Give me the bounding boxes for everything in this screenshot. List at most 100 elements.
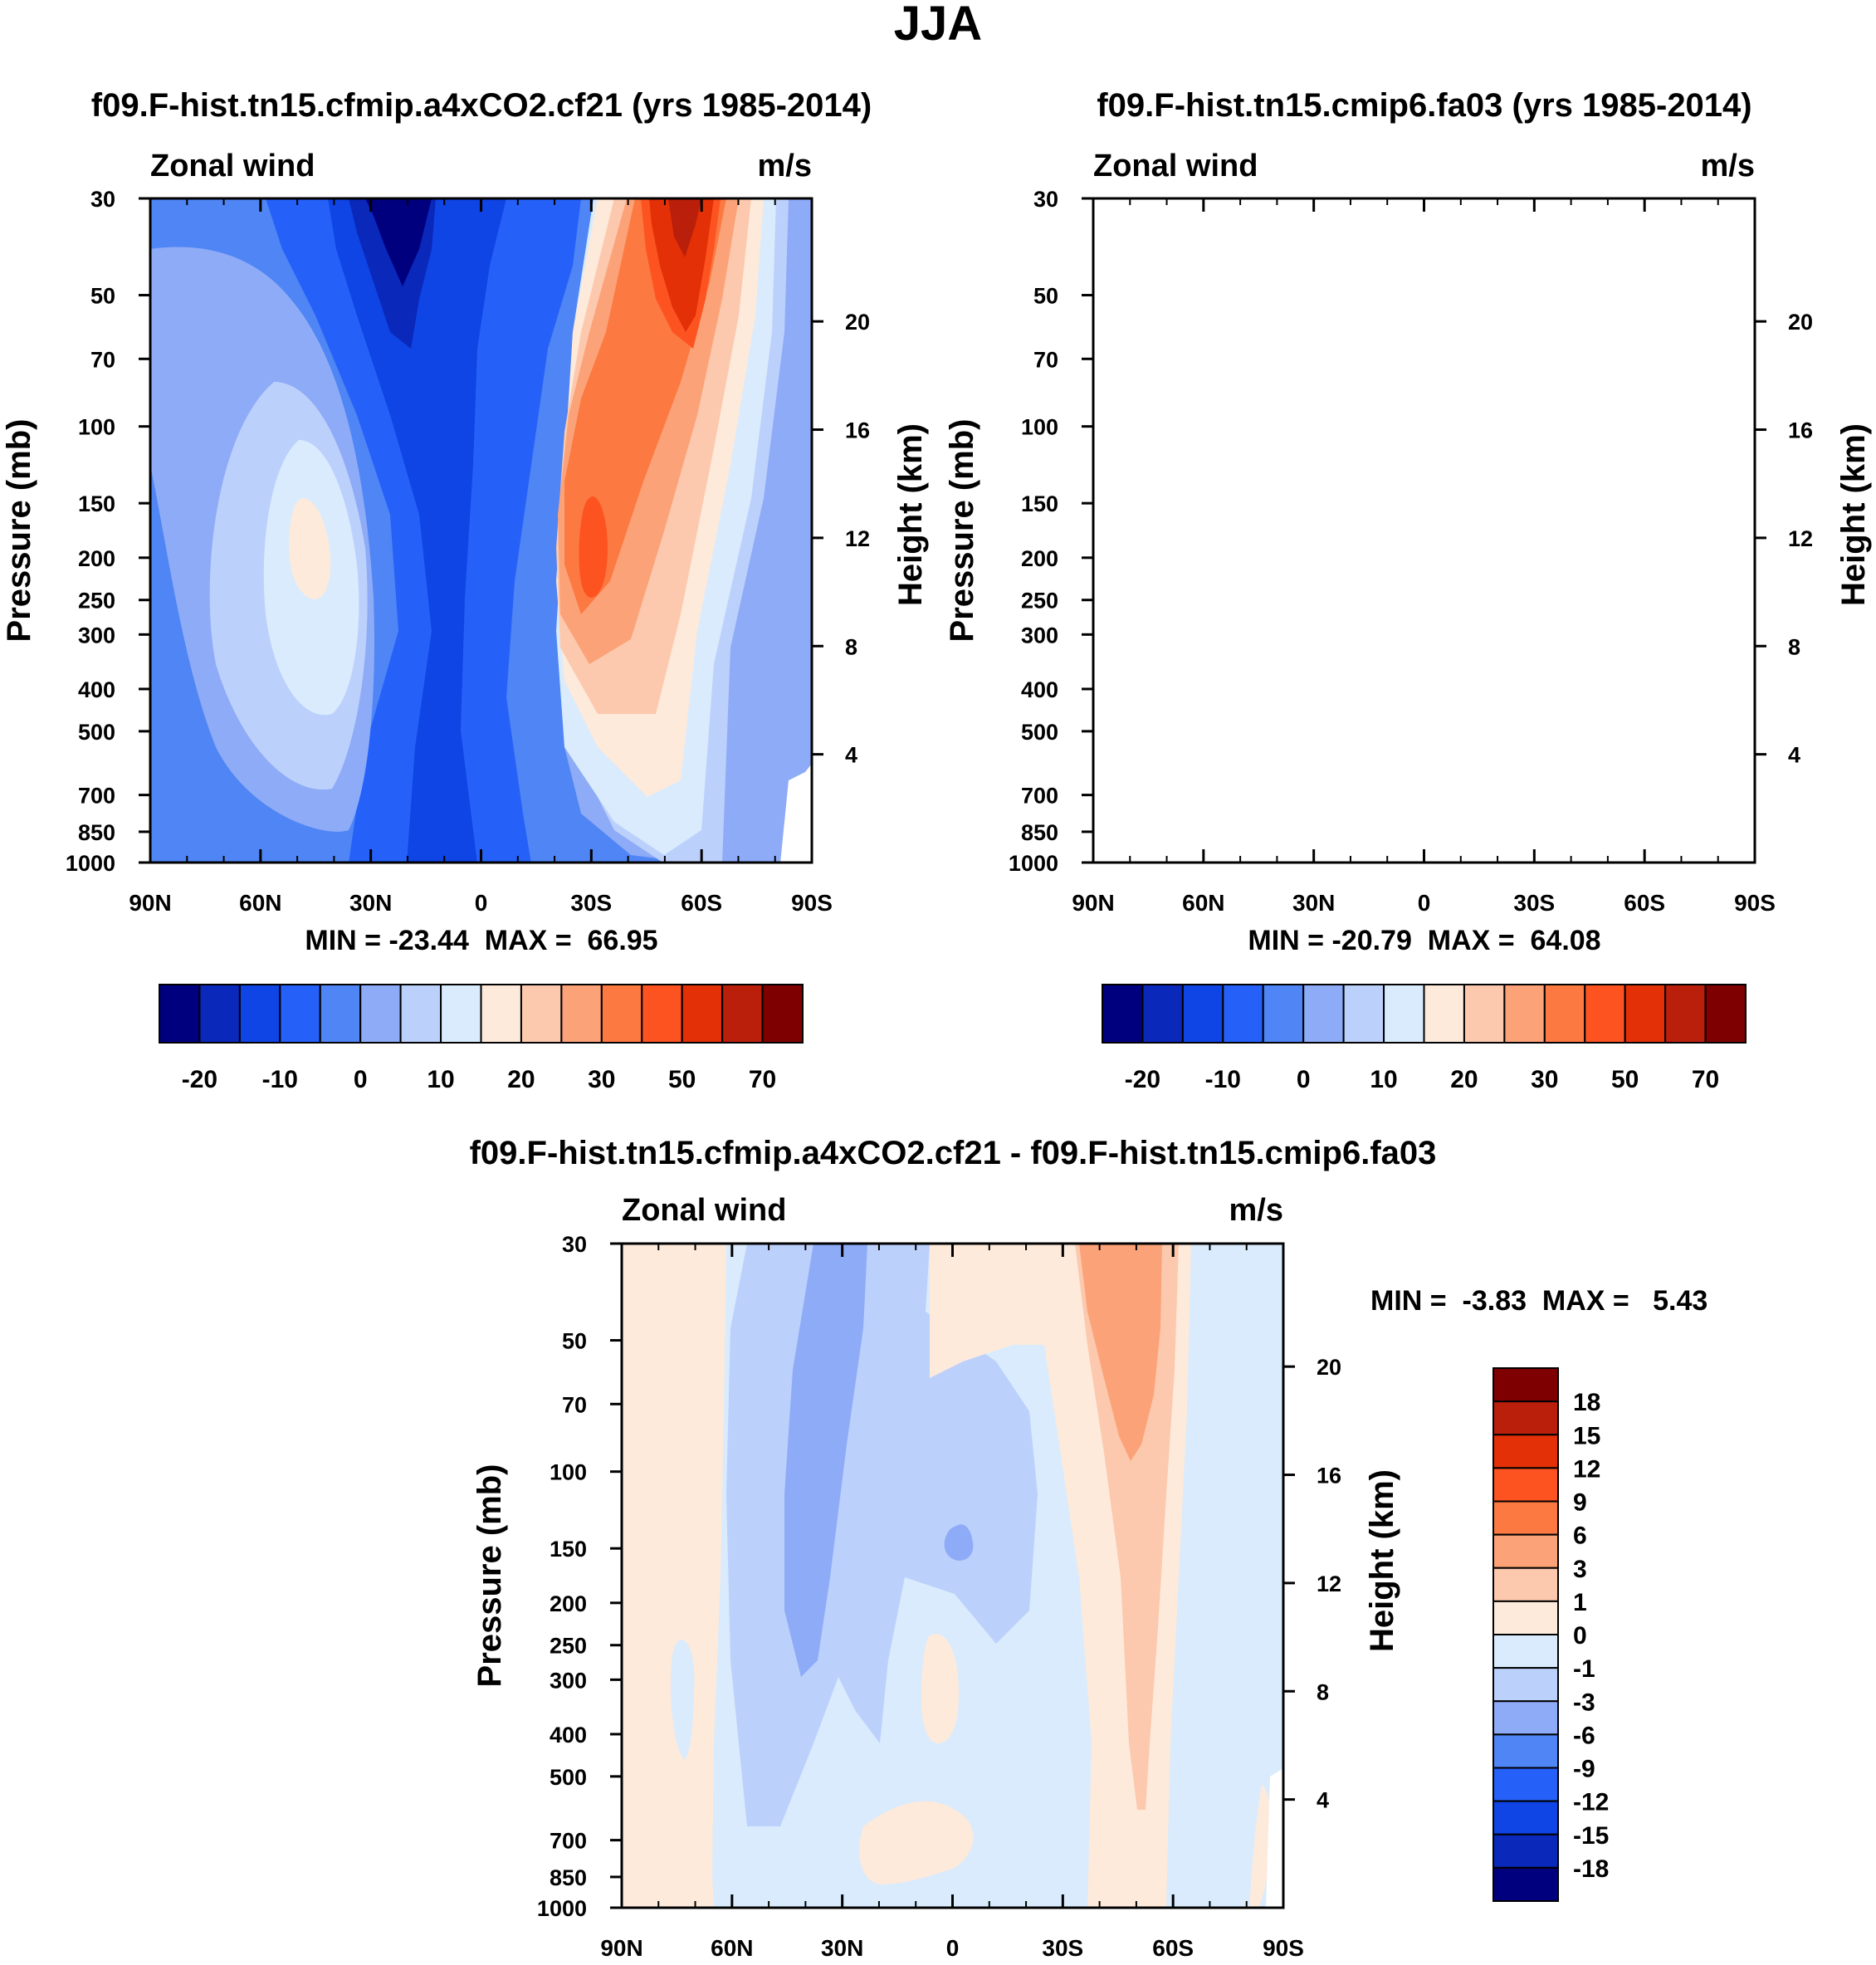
colorbar-label: 9 bbox=[1573, 1489, 1587, 1517]
y-tick-label: 400 bbox=[550, 1723, 587, 1747]
y-tick-label: 500 bbox=[550, 1765, 587, 1790]
y-tick-label: 1000 bbox=[66, 851, 115, 876]
colorbar-swatch bbox=[1342, 984, 1385, 1044]
panel-2-level-40-south bbox=[1501, 198, 1682, 664]
colorbar-swatch bbox=[238, 984, 281, 1044]
panel-1-left-label: Zonal wind bbox=[150, 149, 315, 183]
panel-3-level-neg3-tropics bbox=[944, 1524, 974, 1561]
y-tick-label: 500 bbox=[78, 720, 115, 745]
x-tick-label: 60S bbox=[681, 890, 722, 916]
panel-2-level-max-south bbox=[1614, 198, 1642, 241]
y2-tick-label: 12 bbox=[1788, 526, 1813, 551]
panel-2-axes: 90N 60N 30N 0 30S 60S 90S 30 50 70 100 150 200 250 300… bbox=[1009, 187, 1813, 916]
panel-3-level-pos-tropics bbox=[930, 1244, 1058, 1378]
y2-tick-label: 20 bbox=[845, 310, 870, 335]
colorbar-label: 50 bbox=[1611, 1066, 1639, 1093]
panel-2-contour-field bbox=[1093, 198, 1755, 863]
colorbar-label: 1 bbox=[1573, 1589, 1587, 1616]
panel-2-level-50-south bbox=[1507, 198, 1669, 614]
colorbar-swatch bbox=[1492, 1434, 1559, 1469]
x-tick-label: 30N bbox=[349, 890, 392, 916]
y-tick-label: 850 bbox=[78, 820, 115, 845]
panel-3-stats: MIN = -3.83 MAX = 5.43 bbox=[1370, 1285, 1707, 1317]
panel-1-y2-axis-title: Height (km) bbox=[892, 423, 929, 606]
panel-1-level-max-south bbox=[668, 198, 701, 257]
y-tick-label: 30 bbox=[90, 187, 115, 212]
panel-2-level-30-south bbox=[1499, 198, 1694, 714]
x-tick-label: 60S bbox=[1624, 890, 1665, 916]
panel-2-missing-polar bbox=[1723, 764, 1755, 863]
y2-tick-label: 8 bbox=[845, 634, 857, 659]
colorbar-label: 15 bbox=[1573, 1422, 1600, 1449]
panel-1-stats: MIN = -23.44 MAX = 66.95 bbox=[305, 925, 657, 956]
colorbar-swatch bbox=[1492, 1467, 1559, 1503]
y-tick-label: 100 bbox=[550, 1460, 587, 1485]
x-tick-label: 90S bbox=[1263, 1935, 1304, 1961]
colorbar-label: 10 bbox=[1370, 1066, 1397, 1093]
panel-3-left-label: Zonal wind bbox=[622, 1193, 786, 1228]
y-tick-label: 200 bbox=[550, 1591, 587, 1616]
y-tick-label: 700 bbox=[1021, 784, 1058, 809]
panel-3-units-label: m/s bbox=[1229, 1193, 1283, 1228]
panel-2-level-70-south bbox=[1592, 198, 1657, 314]
y-tick-label: 250 bbox=[78, 589, 115, 613]
panel-2-level-neg15 bbox=[1323, 198, 1362, 222]
colorbar-swatch bbox=[1492, 1500, 1559, 1536]
colorbar-swatch bbox=[1463, 984, 1506, 1044]
panel-2-level-60-south-low bbox=[1522, 505, 1547, 594]
panel-1-level-20-north bbox=[289, 498, 331, 599]
y-tick-label: 50 bbox=[90, 284, 115, 309]
panel-3-contour-field bbox=[622, 1244, 1283, 1908]
panel-2-units-label: m/s bbox=[1701, 149, 1755, 183]
x-tick-label: 30N bbox=[1292, 890, 1335, 916]
colorbar-swatch bbox=[1102, 984, 1144, 1044]
y2-tick-label: 12 bbox=[1317, 1572, 1341, 1596]
x-tick-label: 60N bbox=[711, 1935, 753, 1961]
panel-2-level-5 bbox=[1093, 198, 1755, 863]
panel-2-level-5-north bbox=[1093, 247, 1317, 832]
colorbar-swatch bbox=[440, 984, 482, 1044]
y-tick-label: 200 bbox=[1021, 546, 1058, 571]
y-tick-label: 100 bbox=[1021, 415, 1058, 440]
panel-1-cf21-zonal-wind: f09.F-hist.tn15.cfmip.a4xCO2.cf21 (yrs 1… bbox=[1, 87, 929, 1093]
panel-1-level-neg5 bbox=[328, 198, 506, 863]
panel-3-level-pos-north bbox=[622, 1244, 726, 1908]
colorbar-swatch bbox=[1704, 984, 1747, 1044]
y-tick-label: 70 bbox=[562, 1392, 587, 1417]
colorbar-swatch bbox=[1492, 1567, 1559, 1602]
panel-3-title: f09.F-hist.tn15.cfmip.a4xCO2.cf21 - f09.… bbox=[470, 1135, 1437, 1171]
panel-2-level-0 bbox=[1209, 198, 1524, 863]
y-tick-label: 70 bbox=[1033, 347, 1058, 372]
panel-2-level-25-north bbox=[1238, 538, 1257, 571]
panel-2-stats: MIN = -20.79 MAX = 64.08 bbox=[1248, 925, 1600, 956]
y-tick-label: 1000 bbox=[1009, 851, 1058, 876]
colorbar-swatch bbox=[520, 984, 563, 1044]
colorbar-label: 10 bbox=[427, 1066, 454, 1093]
y-tick-label: 50 bbox=[1033, 284, 1058, 309]
x-tick-label: 60S bbox=[1152, 1935, 1194, 1961]
colorbar-label: 12 bbox=[1573, 1455, 1600, 1483]
colorbar-label: -9 bbox=[1573, 1756, 1595, 1783]
colorbar-swatch bbox=[319, 984, 362, 1044]
panel-1-units-label: m/s bbox=[758, 149, 812, 183]
y2-tick-label: 4 bbox=[1317, 1788, 1329, 1813]
panel-2-fa03-zonal-wind: f09.F-hist.tn15.cmip6.fa03 (yrs 1985-201… bbox=[944, 87, 1872, 1093]
panel-2-level-60-south bbox=[1584, 198, 1663, 349]
y-tick-label: 300 bbox=[78, 623, 115, 648]
y-tick-label: 850 bbox=[1021, 820, 1058, 845]
panel-1-colorbar: -20 -10 0 10 20 30 50 70 bbox=[159, 984, 804, 1093]
x-tick-label: 90N bbox=[1072, 890, 1114, 916]
colorbar-label: -1 bbox=[1573, 1655, 1595, 1683]
panel-2-level-neg5 bbox=[1271, 198, 1445, 863]
panel-3-level-neg1-north-pocket bbox=[671, 1640, 695, 1760]
colorbar-swatch bbox=[1492, 1866, 1559, 1902]
colorbar-label: 18 bbox=[1573, 1389, 1600, 1416]
colorbar-swatch bbox=[1141, 984, 1184, 1044]
x-tick-label: 60N bbox=[1182, 890, 1224, 916]
panel-3-missing-polar bbox=[1266, 1768, 1283, 1908]
figure-title: JJA bbox=[894, 0, 982, 51]
colorbar-swatch bbox=[1543, 984, 1586, 1044]
colorbar-label: -10 bbox=[262, 1066, 298, 1093]
y-tick-label: 500 bbox=[1021, 720, 1058, 745]
x-tick-label: 90N bbox=[600, 1935, 642, 1961]
